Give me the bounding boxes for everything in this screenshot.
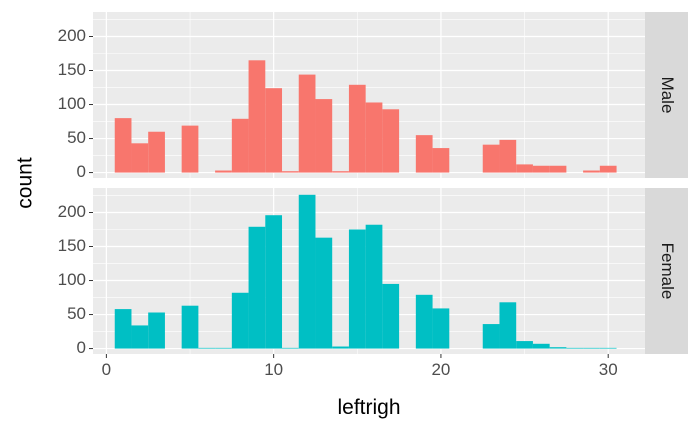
histogram-bar xyxy=(365,224,383,349)
y-tick-label: 0 xyxy=(77,162,86,181)
y-tick-label: 100 xyxy=(58,94,86,113)
histogram-bar xyxy=(382,283,400,349)
bars-female xyxy=(114,194,617,349)
histogram-bar xyxy=(332,171,349,173)
histogram-bar xyxy=(599,165,617,173)
histogram-bar xyxy=(532,343,550,349)
histogram-bar xyxy=(532,165,550,173)
histogram-bar xyxy=(265,88,283,173)
panel-female: Female 0 50 100 150 200 xyxy=(58,188,688,357)
x-tick-label: 30 xyxy=(599,360,618,379)
histogram-bar xyxy=(114,309,132,349)
histogram-bar xyxy=(516,341,533,349)
histogram-bar xyxy=(365,102,383,173)
y-tick-label: 100 xyxy=(58,270,86,289)
histogram-bar xyxy=(181,125,199,173)
x-tick-label: 10 xyxy=(264,360,283,379)
y-tick-label: 200 xyxy=(58,202,86,221)
histogram-bar xyxy=(599,347,617,349)
histogram-bar xyxy=(248,60,266,173)
histogram-bar xyxy=(231,118,249,173)
histogram-bar xyxy=(549,347,567,349)
histogram-bar xyxy=(516,164,533,173)
y-ticks-male: 0 50 100 150 200 xyxy=(58,26,93,181)
histogram-bar xyxy=(499,302,517,349)
histogram-bar xyxy=(348,229,366,349)
x-tick-label: 20 xyxy=(431,360,450,379)
facet-strip-male xyxy=(645,12,688,178)
histogram-bar xyxy=(583,170,600,173)
y-tick-label: 200 xyxy=(58,26,86,45)
histogram-bar xyxy=(415,135,433,173)
y-tick-label: 150 xyxy=(58,60,86,79)
histogram-bar xyxy=(215,347,232,349)
x-ticks: 0 10 20 30 xyxy=(102,354,618,379)
facet-strip-label-female: Female xyxy=(658,243,677,300)
histogram-bar xyxy=(282,347,299,349)
histogram-bar xyxy=(231,292,249,349)
histogram-bar xyxy=(282,171,299,173)
histogram-bar xyxy=(432,148,450,173)
histogram-bar xyxy=(265,215,283,349)
histogram-bar xyxy=(181,305,199,349)
panel-male: Male 0 50 100 150 200 xyxy=(58,12,688,181)
histogram-bar xyxy=(382,109,400,173)
x-axis-title: leftrigh xyxy=(337,396,400,419)
histogram-bar xyxy=(131,143,149,173)
histogram-bar xyxy=(549,165,567,173)
histogram-bar xyxy=(332,346,349,349)
facet-strip-label-male: Male xyxy=(658,77,677,114)
histogram-bar xyxy=(114,118,132,173)
bars-male xyxy=(114,60,617,173)
histogram-bar xyxy=(566,347,584,349)
histogram-bar xyxy=(482,324,500,349)
histogram-bar xyxy=(415,294,433,349)
y-tick-label: 50 xyxy=(67,304,86,323)
histogram-bar xyxy=(215,170,232,173)
histogram-bar xyxy=(348,84,366,173)
histogram-bar xyxy=(482,144,500,173)
histogram-bar xyxy=(148,312,165,349)
histogram-bar xyxy=(298,74,316,173)
y-tick-label: 0 xyxy=(77,338,86,357)
histogram-bar xyxy=(315,99,333,173)
y-tick-label: 50 xyxy=(67,128,86,147)
y-ticks-female: 0 50 100 150 200 xyxy=(58,202,93,357)
histogram-bar xyxy=(148,131,165,173)
histogram-bar xyxy=(248,226,266,349)
facet-strip-female xyxy=(645,188,688,354)
y-axis-title: count xyxy=(14,157,37,209)
y-tick-label: 150 xyxy=(58,236,86,255)
histogram-bar xyxy=(315,237,333,349)
histogram-bar xyxy=(131,325,149,349)
histogram-bar xyxy=(432,308,450,349)
histogram-bar xyxy=(499,139,517,173)
x-tick-label: 0 xyxy=(102,360,111,379)
histogram-bar xyxy=(298,194,316,349)
histogram-bar xyxy=(198,347,216,349)
histogram-bar xyxy=(583,347,600,349)
